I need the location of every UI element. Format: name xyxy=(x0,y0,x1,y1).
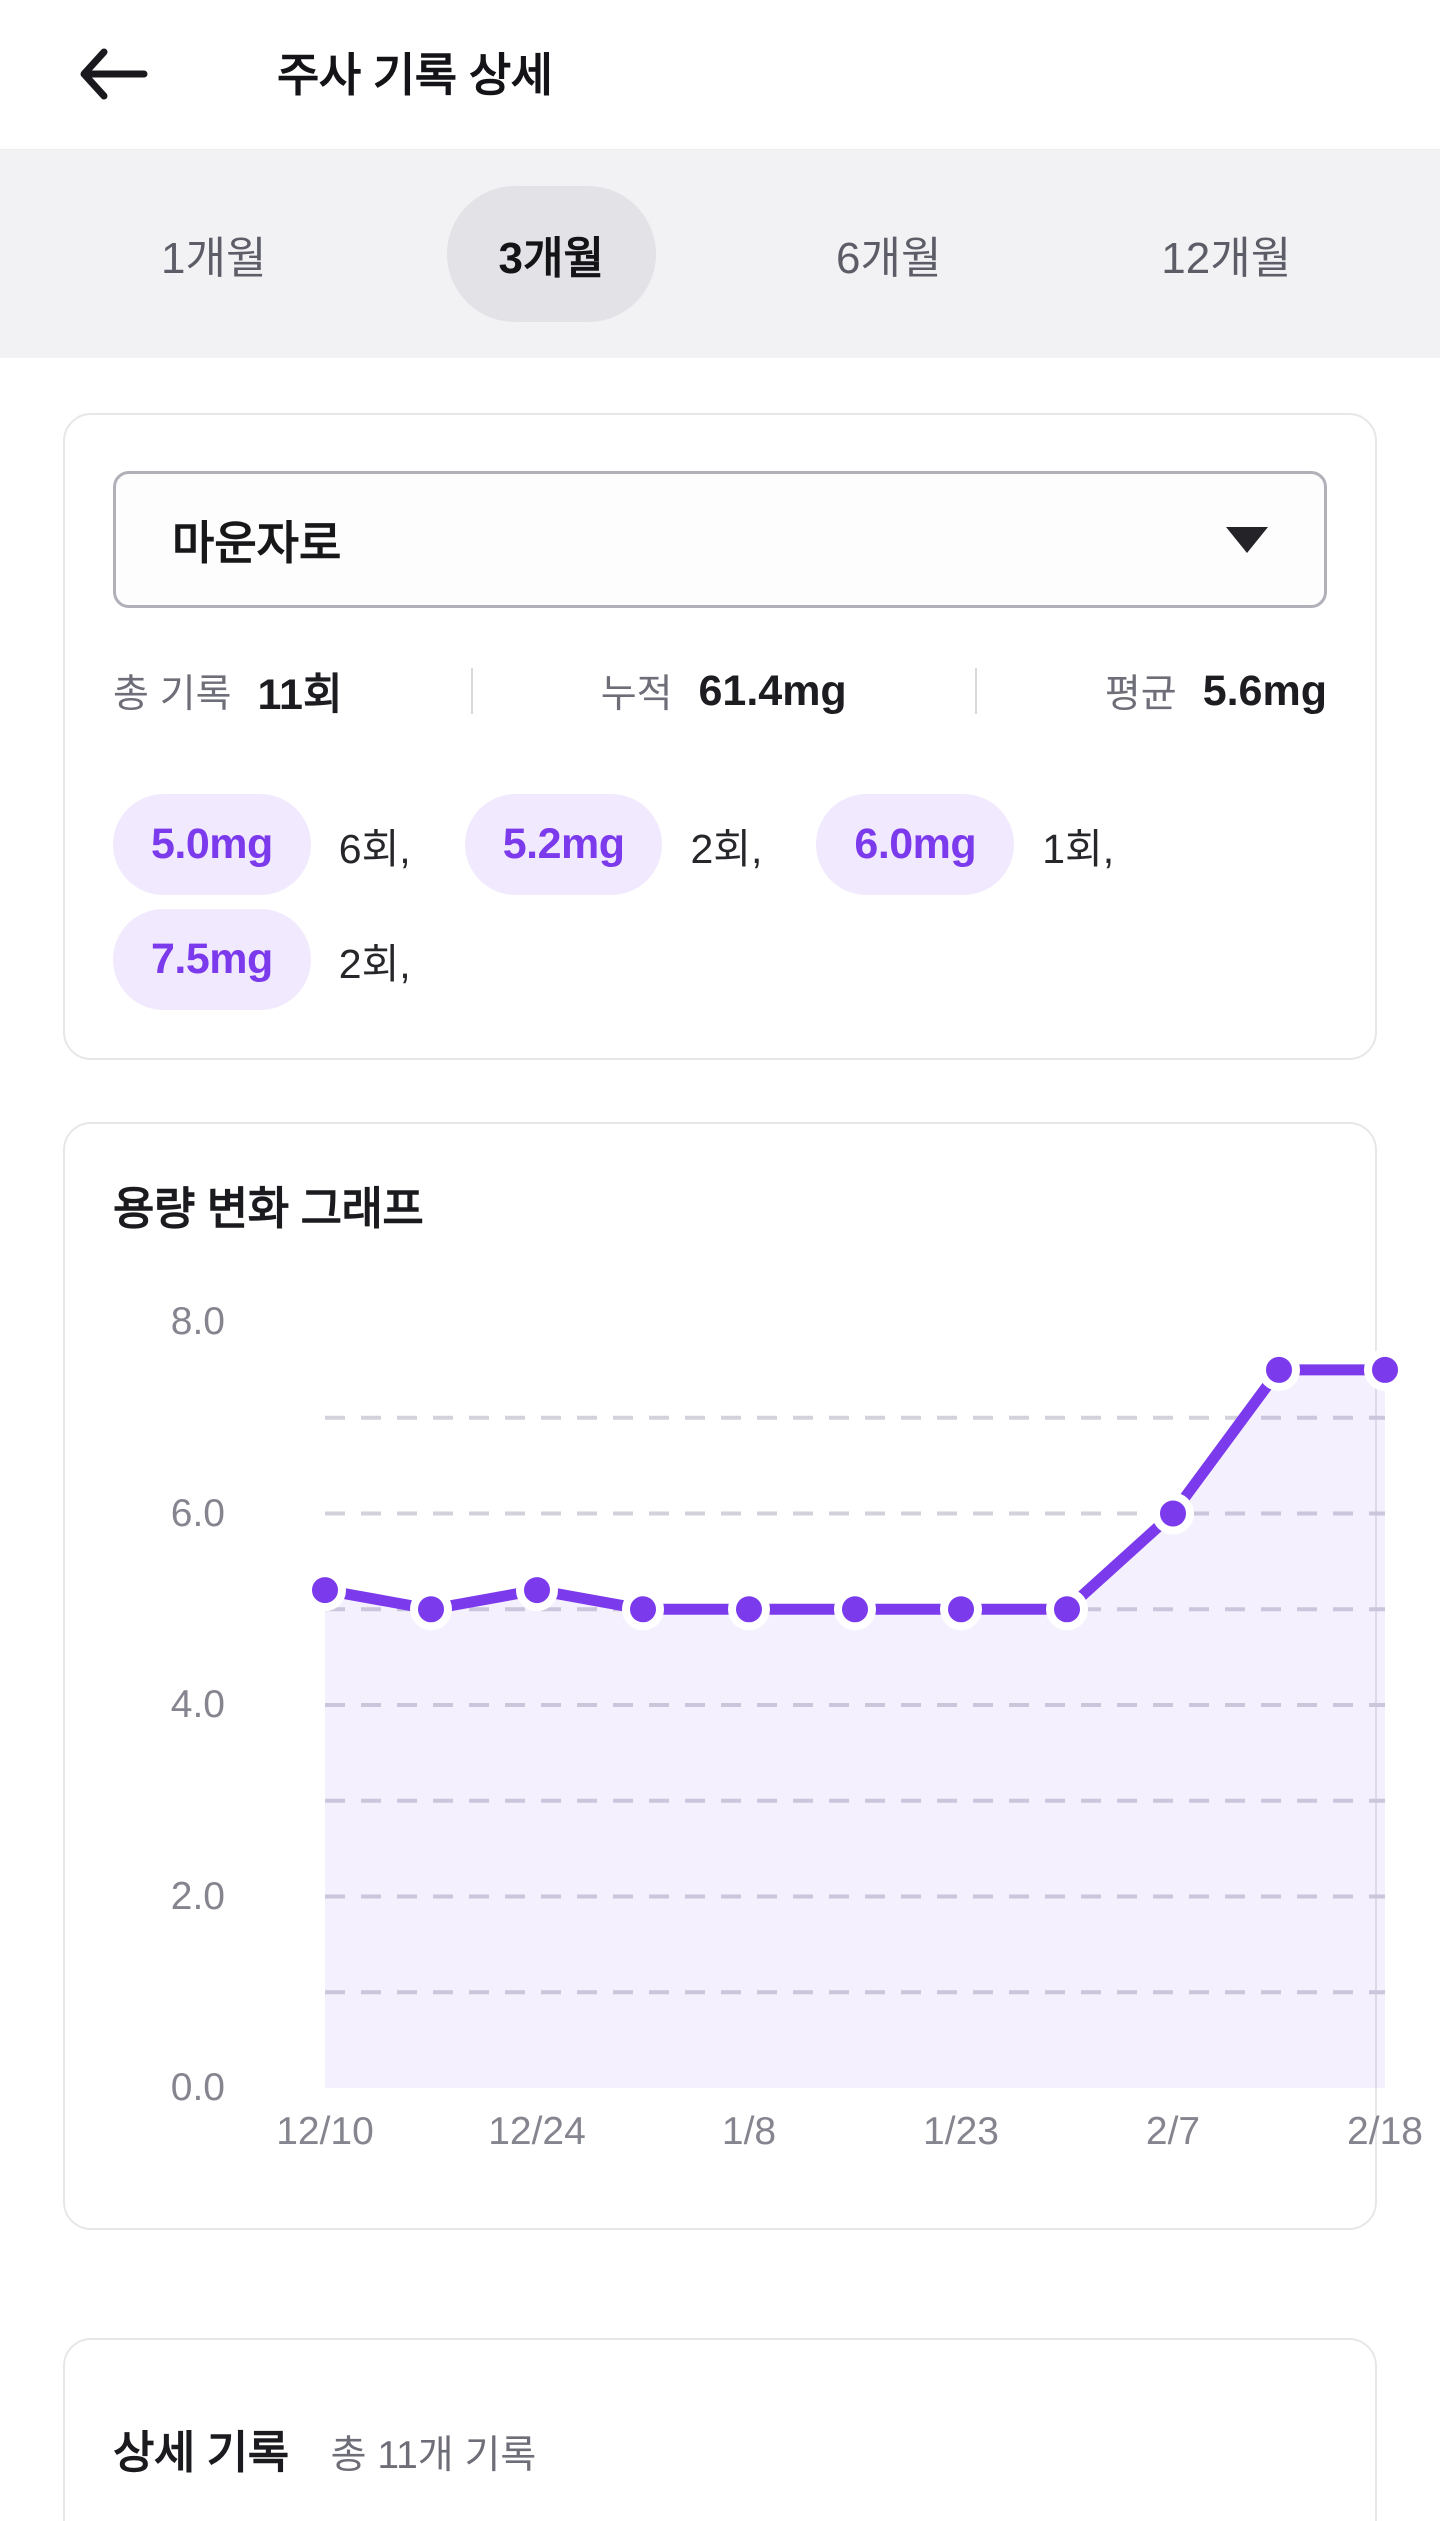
dose-count: 2회, xyxy=(338,940,411,987)
caret-down-icon xyxy=(1226,526,1268,553)
stat-label: 평균 xyxy=(1104,673,1177,716)
x-axis-label: 1/23 xyxy=(923,2110,999,2153)
y-axis-label: 2.0 xyxy=(170,1874,225,1918)
chart-point xyxy=(728,1588,770,1631)
dose-count-item: 5.0mg 6회, xyxy=(113,794,411,895)
medication-select[interactable]: 마운자로 xyxy=(113,471,1327,608)
dose-line-chart: 8.0 6.0 4.0 2.0 0.0 12/10 12/24 1/8 1/23 2/7 2/18 xyxy=(113,1262,1423,2168)
chart-area-fill xyxy=(325,1369,1385,2088)
records-count: 총 11개 기록 xyxy=(330,2434,537,2477)
summary-card: 마운자로 총 기록 11회 누적 61.4mg 평균 5.6mg 5.0mg 6… xyxy=(63,413,1377,1060)
records-title: 상세 기록 xyxy=(113,2427,289,2478)
chart-point xyxy=(516,1569,558,1612)
records-header: 상세 기록 총 11개 기록 xyxy=(113,2416,1327,2481)
stat-total-records: 총 기록 11회 xyxy=(113,660,343,722)
x-axis-label: 1/8 xyxy=(721,2110,777,2153)
arrow-left-icon xyxy=(78,46,150,105)
dose-count: 6회, xyxy=(338,825,411,872)
tab-1month[interactable]: 1개월 xyxy=(45,186,383,322)
stat-label: 누적 xyxy=(600,673,673,716)
app-header: 주사 기록 상세 xyxy=(0,0,1440,150)
stat-value: 61.4mg xyxy=(698,666,847,715)
tab-6month[interactable]: 6개월 xyxy=(720,186,1058,322)
x-axis-label: 2/18 xyxy=(1347,2110,1423,2153)
x-axis: 12/10 12/24 1/8 1/23 2/7 2/18 xyxy=(276,2110,1423,2160)
stat-value: 5.6mg xyxy=(1202,666,1327,715)
chart-point xyxy=(1152,1492,1194,1535)
chart-point xyxy=(1258,1348,1300,1391)
tab-12month-label: 12개월 xyxy=(1161,234,1292,283)
page-title: 주사 기록 상세 xyxy=(277,49,553,101)
medication-select-value: 마운자로 xyxy=(172,516,342,569)
stat-label: 총 기록 xyxy=(113,673,232,716)
y-axis-label: 0.0 xyxy=(170,2066,225,2109)
x-axis-label: 12/10 xyxy=(276,2110,374,2153)
tab-1month-label: 1개월 xyxy=(161,234,267,283)
x-axis-label: 2/7 xyxy=(1145,2110,1201,2153)
dose-chart-card: 용량 변화 그래프 8.0 6.0 4.0 2.0 0.0 12/10 12/24 1/8 1… xyxy=(63,1122,1423,2230)
dose-count-item: 7.5mg 2회, xyxy=(113,909,411,1010)
dose-badge: 7.5mg xyxy=(113,909,311,1010)
chart-point xyxy=(1046,1588,1088,1631)
dose-count-item: 5.2mg 2회, xyxy=(464,794,763,895)
dose-count-list: 5.0mg 6회, 5.2mg 2회, 6.0mg 1회, 7.5mg 2회, xyxy=(113,794,1327,1010)
chart-point xyxy=(304,1569,346,1612)
chart-plot-area xyxy=(304,1322,1406,2088)
detail-records-card: 상세 기록 총 11개 기록 xyxy=(63,2338,1377,2521)
tab-12month[interactable]: 12개월 xyxy=(1058,186,1396,322)
chart-point xyxy=(834,1588,876,1631)
chart-point xyxy=(622,1588,664,1631)
chart-point xyxy=(1364,1348,1406,1391)
dose-count: 2회, xyxy=(690,825,763,872)
dose-badge: 5.2mg xyxy=(464,794,663,895)
period-tabbar: 1개월 3개월 6개월 12개월 xyxy=(0,150,1440,358)
stat-divider xyxy=(974,668,977,714)
content: 마운자로 총 기록 11회 누적 61.4mg 평균 5.6mg 5.0mg 6… xyxy=(0,413,1440,2521)
tab-6month-label: 6개월 xyxy=(836,234,942,283)
chart-svg xyxy=(304,1348,1406,2088)
chart-title: 용량 변화 그래프 xyxy=(113,1183,424,1234)
dose-count: 1회, xyxy=(1042,825,1115,872)
y-axis-label: 4.0 xyxy=(170,1683,225,1726)
y-axis: 8.0 6.0 4.0 2.0 0.0 xyxy=(113,1300,225,2109)
x-axis-label: 12/24 xyxy=(488,2110,586,2153)
y-axis-label: 6.0 xyxy=(170,1491,225,1535)
stats-row: 총 기록 11회 누적 61.4mg 평균 5.6mg xyxy=(113,660,1327,722)
chart-point xyxy=(410,1588,452,1631)
stat-divider xyxy=(470,668,473,714)
tab-3month[interactable]: 3개월 xyxy=(383,186,721,322)
chart-point xyxy=(940,1588,982,1631)
y-axis-label: 8.0 xyxy=(170,1300,225,1343)
dose-badge: 5.0mg xyxy=(113,794,311,895)
dose-badge: 6.0mg xyxy=(816,794,1015,895)
stat-value: 11회 xyxy=(257,671,343,719)
stat-cumulative: 누적 61.4mg xyxy=(601,663,847,719)
stat-average: 평균 5.6mg xyxy=(1105,663,1327,719)
dose-count-item: 6.0mg 1회, xyxy=(816,794,1114,895)
back-button[interactable] xyxy=(78,25,178,125)
tab-3month-label: 3개월 xyxy=(446,186,656,322)
